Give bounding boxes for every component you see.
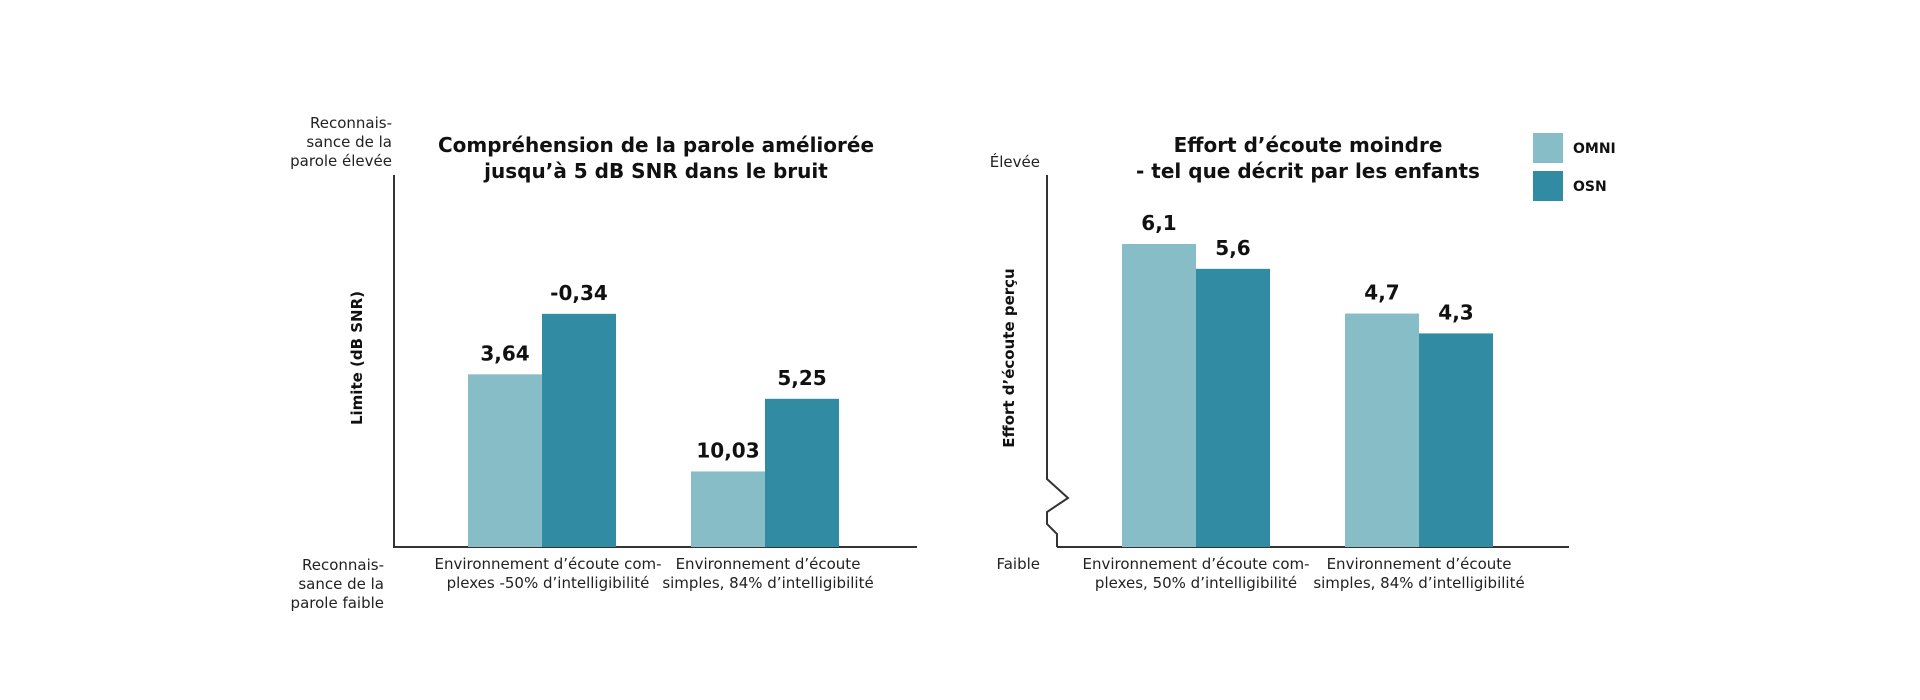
legend-swatch-omni: [1533, 133, 1563, 163]
x-category-label: Environnement d’écoute simples, 84% d’int…: [662, 555, 873, 592]
legend-label-omni: OMNI: [1573, 141, 1616, 157]
bar-osn-2: [765, 398, 839, 547]
legend-swatch-osn: [1533, 171, 1563, 201]
bar-value-label: 10,03: [696, 438, 759, 462]
bar-omni-1: [1122, 244, 1196, 547]
y-axis-top-label: Élevée: [990, 152, 1040, 171]
legend-label-osn: OSN: [1573, 179, 1607, 195]
bar-osn-1: [1196, 268, 1270, 547]
y-axis-line-with-break: [1046, 175, 1070, 547]
bar-value-label: 4,3: [1438, 300, 1473, 324]
bar-value-label: 5,6: [1215, 236, 1250, 260]
y-axis-bottom-label: Reconnais-sance de la parole faible: [291, 556, 384, 612]
x-category-label: Environnement d’écoute com-plexes, 50% d…: [1082, 555, 1309, 592]
bar-value-label: 4,7: [1364, 281, 1399, 305]
bar-omni-2: [1345, 313, 1419, 547]
bar-osn-1: [542, 313, 616, 547]
chart-title: Compréhension de la parole améliorée jusq…: [438, 133, 874, 183]
y-axis-bottom-label: Faible: [996, 555, 1040, 573]
bar-omni-2: [691, 471, 765, 547]
chart-title: Effort d’écoute moindre - tel que décrit …: [1136, 133, 1480, 183]
y-axis-title: Limite (dB SNR): [348, 291, 366, 425]
y-axis-top-label: Reconnais-sance de la parole élevée: [290, 114, 392, 170]
bar-value-label: 6,1: [1141, 211, 1176, 235]
bar-value-label: -0,34: [550, 281, 608, 305]
bar-osn-2: [1419, 333, 1493, 547]
bar-value-label: 5,25: [777, 366, 826, 390]
x-category-label: Environnement d’écoute simples, 84% d’int…: [1313, 555, 1524, 592]
bar-value-label: 3,64: [480, 341, 529, 365]
x-category-label: Environnement d’écoute com-plexes -50% d…: [434, 555, 661, 592]
y-axis-title: Effort d’écoute perçu: [1000, 268, 1018, 447]
bar-omni-1: [468, 374, 542, 547]
